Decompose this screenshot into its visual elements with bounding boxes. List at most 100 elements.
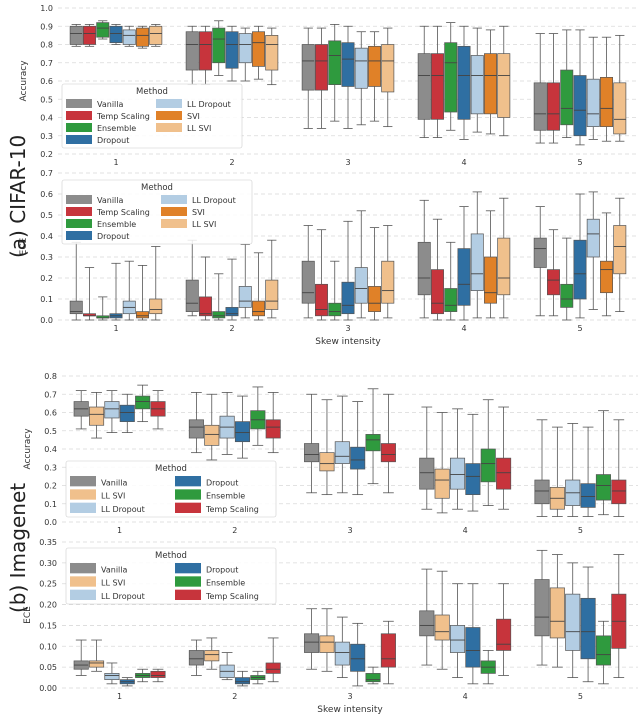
box-body	[225, 307, 239, 317]
box-vanilla-5	[534, 549, 550, 666]
box-body	[350, 446, 366, 470]
legend-label: Ensemble	[97, 124, 136, 133]
box-ll-svi-2	[204, 393, 220, 461]
y-tick-label: 0.6	[40, 77, 53, 86]
box-ll-dropout-5	[586, 36, 600, 140]
box-body	[480, 448, 496, 483]
box-ll-dropout-2	[238, 243, 252, 319]
box-temp-scaling-4	[496, 406, 512, 510]
box-body	[238, 33, 252, 64]
box-body	[83, 25, 96, 45]
legend-label: LL SVI	[101, 579, 125, 588]
legend-swatch	[66, 231, 92, 240]
box-body	[565, 593, 581, 651]
x-tick-label: 3	[345, 158, 350, 167]
box-ensemble-1	[135, 668, 151, 683]
box-ll-svi-1	[149, 24, 163, 47]
y-tick-label: 0.4	[40, 232, 53, 241]
legend-label: Ensemble	[206, 492, 245, 501]
y-tick-label: 0.7	[40, 59, 53, 68]
box-ll-svi-4	[434, 412, 450, 514]
box-body	[122, 29, 136, 45]
box-ll-dropout-1	[122, 260, 136, 321]
box-body	[315, 283, 328, 317]
legend-title: Method	[136, 87, 168, 97]
box-ll-svi-4	[497, 197, 511, 319]
box-body	[234, 421, 251, 443]
legend-swatch	[175, 476, 201, 487]
box-body	[104, 673, 120, 681]
box-body	[149, 25, 163, 45]
box-body	[419, 457, 435, 490]
legend-label: Dropout	[206, 478, 238, 487]
box-vanilla-4	[419, 406, 435, 510]
box-body	[328, 40, 342, 85]
box-vanilla-4	[417, 25, 431, 138]
box-ll-dropout-3	[354, 210, 368, 319]
box-body	[465, 463, 481, 495]
box-body	[96, 22, 110, 38]
box-ll-dropout-5	[565, 423, 581, 517]
box-ll-svi-2	[265, 27, 279, 86]
box-svi-3	[368, 31, 381, 122]
x-tick-label: 1	[117, 692, 122, 701]
y-axis-label: Accuracy	[19, 60, 29, 102]
x-tick-label: 2	[232, 526, 237, 535]
y-tick-label: 1.0	[40, 4, 53, 13]
y-tick-label: 0.30	[39, 559, 57, 568]
y-tick-label: 0.3	[40, 132, 53, 141]
box-vanilla-4	[417, 199, 431, 319]
box-dropout-2	[234, 395, 251, 459]
box-body	[417, 53, 431, 120]
box-body	[586, 218, 600, 258]
legend-swatch	[70, 589, 96, 600]
legend-label: SVI	[187, 112, 200, 121]
x-tick-label: 5	[578, 692, 583, 701]
legend-swatch	[175, 576, 201, 587]
y-tick-label: 0.00	[39, 684, 57, 693]
x-tick-label: 1	[113, 158, 118, 167]
box-ll-svi-5	[549, 426, 565, 517]
legend-label: Vanilla	[97, 100, 123, 109]
box-body	[595, 635, 611, 666]
legend-title: Method	[155, 551, 187, 561]
box-ll-svi-4	[434, 570, 450, 670]
box-dropout-3	[350, 622, 366, 687]
box-temp-scaling-1	[83, 267, 96, 321]
box-body	[595, 474, 611, 501]
box-body	[470, 55, 484, 115]
legend-frame	[61, 179, 253, 245]
box-body	[69, 300, 83, 315]
chart-imagenet_acc: 0.0 0.1 0.2 0.3 0.4 0.5 0.6 0.7 0.8 Accuracy 1 2 3 4 5…	[23, 372, 638, 535]
box-dropout-4	[457, 25, 471, 140]
box-vanilla-5	[534, 419, 550, 517]
y-tick-label: 0.7	[44, 390, 57, 399]
legend-swatch	[175, 489, 201, 500]
box-ensemble-2	[212, 273, 226, 321]
box-body	[252, 300, 265, 317]
box-body	[341, 42, 355, 87]
box-body	[380, 633, 396, 668]
legend-frame	[65, 460, 277, 518]
box-temp-scaling-3	[380, 620, 396, 685]
box-body	[188, 419, 204, 439]
legend-swatch	[66, 99, 92, 108]
legend-label: Vanilla	[101, 478, 127, 487]
box-body	[136, 27, 149, 47]
box-body	[484, 53, 497, 115]
box-temp-scaling-3	[315, 229, 328, 321]
box-body	[319, 452, 335, 472]
box-body	[434, 614, 450, 641]
legend-label: Temp Scaling	[205, 592, 259, 601]
box-body	[354, 267, 368, 304]
legend-swatch	[70, 563, 96, 574]
box-ll-dropout-4	[449, 583, 466, 678]
legend-swatch	[66, 207, 92, 216]
box-dropout-1	[119, 677, 135, 687]
box-ll-dropout-5	[565, 562, 581, 678]
box-ensemble-5	[595, 410, 611, 516]
box-temp-scaling-1	[83, 24, 96, 47]
box-temp-scaling-4	[496, 583, 512, 676]
